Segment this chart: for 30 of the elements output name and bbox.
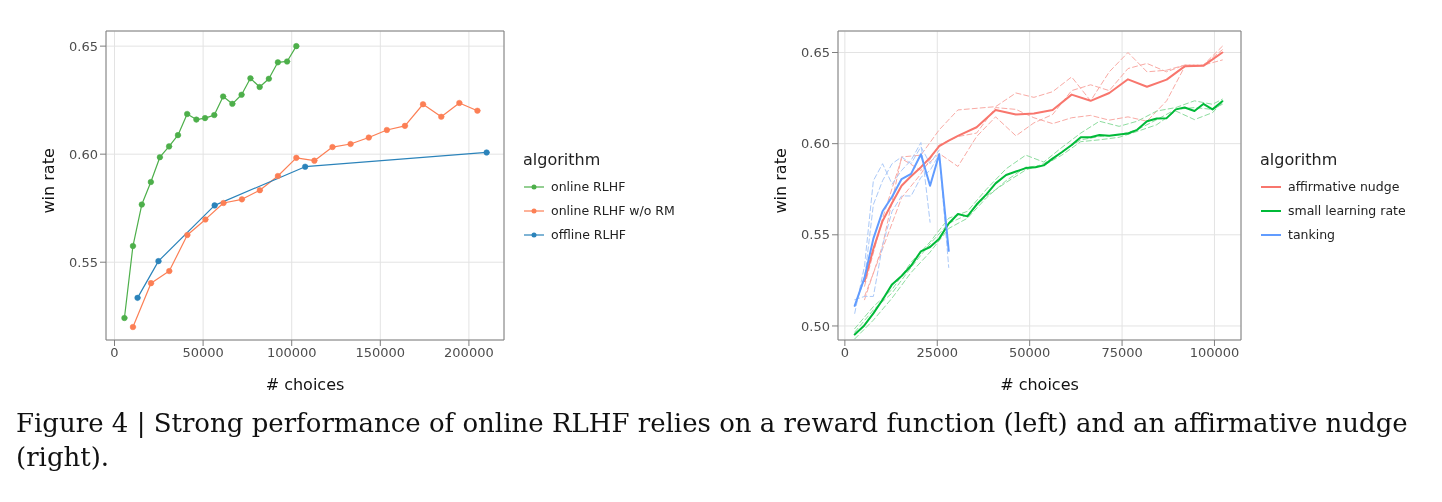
x-tick-label: 50000 xyxy=(1008,345,1051,361)
caption: Figure 4 | Strong performance of online RLHF relies on a reward function (left) and an affirmative nudge (right). xyxy=(16,407,1409,474)
y-axis-title: win rate xyxy=(38,148,58,214)
y-tick-label: 0.60 xyxy=(69,146,98,162)
y-tick-label: 0.65 xyxy=(69,38,98,54)
y-tick-label: 0.55 xyxy=(69,254,98,270)
x-tick-label: 75000 xyxy=(1101,345,1143,361)
y-tick-label: 0.65 xyxy=(801,45,830,61)
legend-title: algorithm xyxy=(1260,149,1339,169)
x-tick-label: 0 xyxy=(840,345,850,361)
x-tick-label: 0 xyxy=(110,345,119,361)
x-tick-label: 200000 xyxy=(444,345,494,361)
legend-title: algorithm xyxy=(523,149,602,169)
y-tick-label: 0.55 xyxy=(801,227,830,243)
x-tick-label: 50000 xyxy=(182,345,224,361)
x-tick-label: 100000 xyxy=(266,345,317,361)
x-tick-label: 150000 xyxy=(355,345,406,361)
legend-label: affirmative nudge xyxy=(1288,179,1400,194)
x-axis-title: # choices xyxy=(1000,375,1079,394)
y-tick-label: 0.60 xyxy=(801,136,830,152)
legend-label: small learning rate xyxy=(1288,203,1406,218)
legend-label: online RLHF w/o RM xyxy=(551,203,675,218)
x-axis-title: # choices xyxy=(265,375,345,394)
y-tick-label: 0.50 xyxy=(801,318,830,334)
legend-label: online RLHF xyxy=(551,179,626,194)
legend-label: tanking xyxy=(1288,227,1336,242)
y-axis-title: win rate xyxy=(770,148,790,214)
x-tick-label: 100000 xyxy=(1189,345,1240,361)
legend-label: offline RLHF xyxy=(551,227,627,242)
x-tick-label: 25000 xyxy=(916,345,958,361)
